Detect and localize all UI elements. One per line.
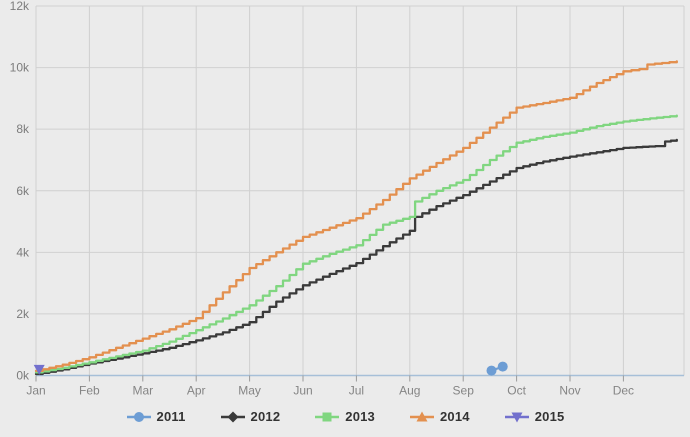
- y-axis-tick-label: 4k: [16, 245, 30, 259]
- y-axis-tick-label: 0k: [16, 369, 30, 383]
- x-axis-tick-label: Mar: [132, 384, 153, 398]
- legend-item-2015: 2015: [504, 409, 565, 424]
- x-axis-tick-label: May: [238, 384, 261, 398]
- legend-label: 2011: [156, 409, 186, 424]
- series-line-2013: [34, 114, 678, 374]
- y-axis-tick-label: 10k: [10, 61, 30, 75]
- legend-marker-diamond-icon: [220, 411, 245, 422]
- x-axis-tick-label: Jul: [349, 384, 364, 398]
- x-axis-tick-label: Sep: [453, 384, 475, 398]
- x-axis-tick-label: Feb: [79, 384, 100, 398]
- series-line-2014: [34, 60, 678, 373]
- legend-label: 2012: [250, 409, 281, 424]
- y-axis-tick-label: 2k: [16, 307, 30, 321]
- chart-legend: 2011 2012 2013 2014 2015: [0, 409, 690, 424]
- chart-plot-area: 0k 2k 4k 6k 8k 10k 12k Jan Feb Mar Apr May Jun Jul Aug…: [10, 0, 685, 398]
- legend-item-2013: 2013: [314, 409, 375, 424]
- x-axis-tick-label: Apr: [187, 384, 206, 398]
- x-axis-tick-label: Aug: [399, 384, 420, 398]
- legend-item-2012: 2012: [220, 409, 281, 424]
- x-axis-tick-label: Nov: [559, 384, 580, 398]
- y-axis-tick-label: 12k: [10, 0, 30, 13]
- series-point-2011: [497, 361, 508, 372]
- x-axis-tick-label: Jun: [293, 384, 312, 398]
- series-point-2015: [33, 364, 45, 375]
- legend-label: 2014: [440, 409, 470, 424]
- legend-label: 2015: [534, 409, 565, 424]
- legend-label: 2013: [345, 409, 375, 424]
- x-axis-tick-label: Dec: [613, 384, 634, 398]
- y-axis-tick-label: 6k: [16, 184, 30, 198]
- legend-marker-triangle-down-icon: [504, 412, 529, 422]
- y-axis-tick-label: 8k: [16, 122, 30, 136]
- legend-marker-square-icon: [315, 412, 340, 421]
- series-point-2011: [486, 365, 497, 376]
- legend-item-2014: 2014: [409, 409, 470, 424]
- legend-marker-circle-icon: [126, 411, 151, 422]
- legend-marker-triangle-up-icon: [410, 411, 434, 421]
- series-line-2012: [34, 138, 678, 376]
- legend-item-2011: 2011: [126, 409, 186, 424]
- x-axis-tick-label: Oct: [507, 384, 526, 398]
- x-axis-tick-label: Jan: [26, 384, 45, 398]
